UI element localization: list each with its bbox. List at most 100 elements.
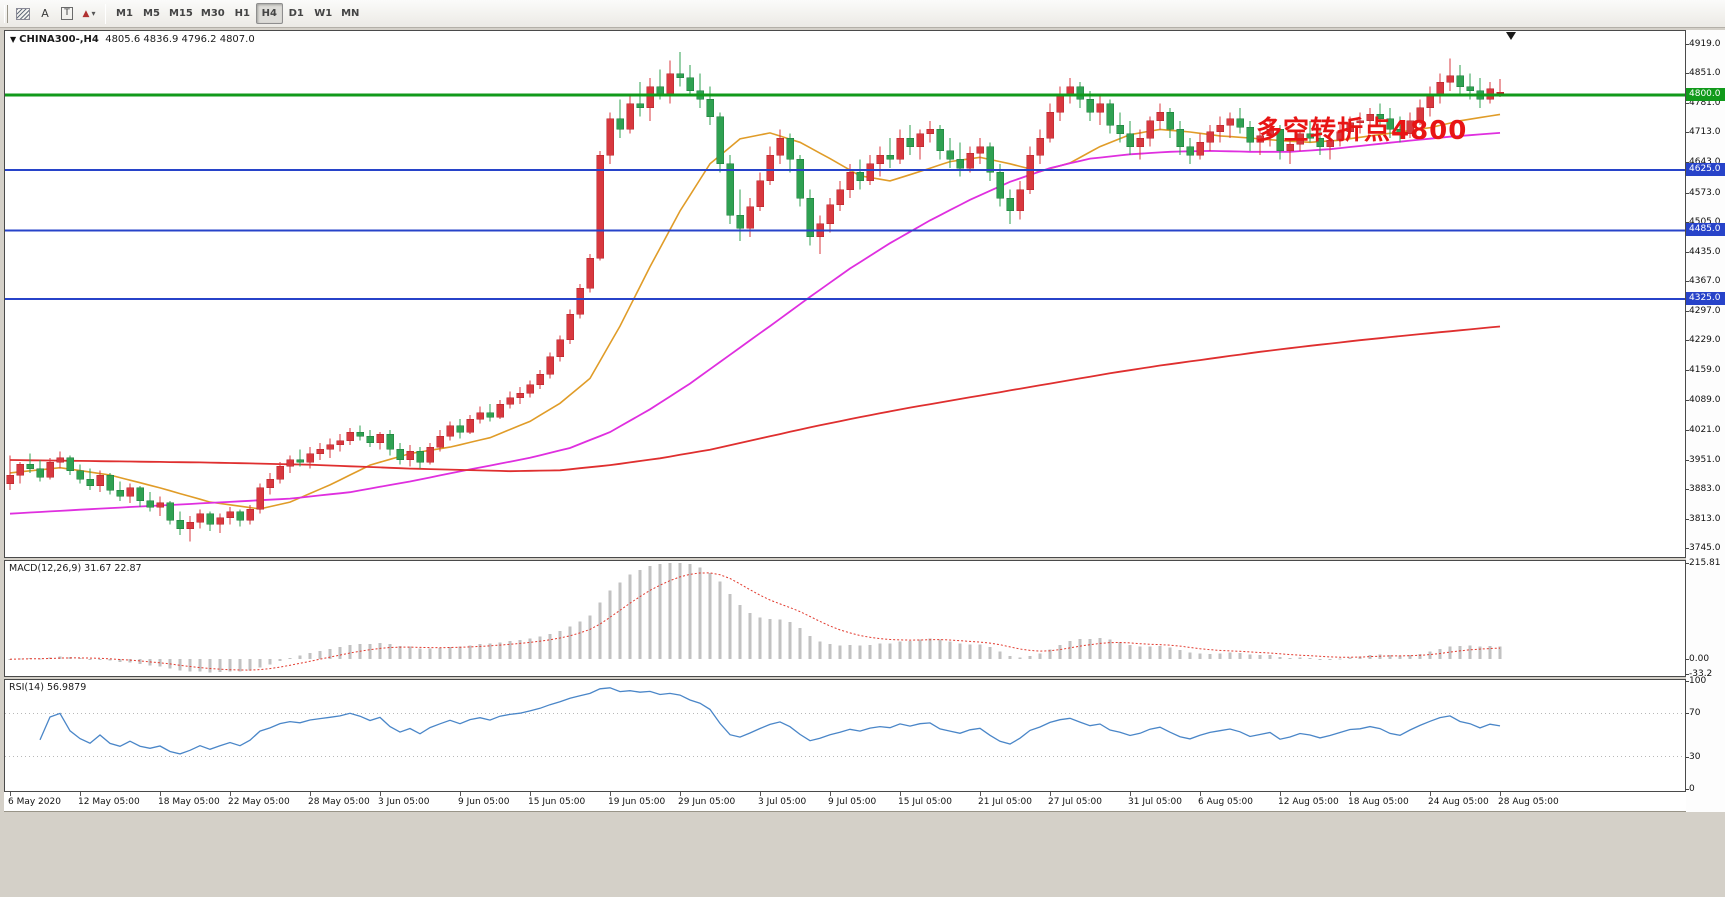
time-tick-mark [830, 792, 831, 796]
time-tick-label: 9 Jun 05:00 [458, 797, 510, 807]
macd-chart-canvas[interactable] [5, 561, 1685, 676]
scale-tick-mark [1686, 756, 1689, 758]
chevron-down-icon: ▾ [91, 9, 96, 18]
scale-tick-mark [1686, 674, 1689, 675]
time-tick-label: 19 Jun 05:00 [608, 797, 666, 807]
timeframe-button-m1[interactable]: M1 [116, 8, 133, 19]
scale-tick-mark [1686, 459, 1689, 461]
toolbar-separator [105, 3, 106, 24]
time-tick-label: 3 Jul 05:00 [758, 797, 807, 807]
chart-shift-marker[interactable] [1506, 32, 1516, 40]
text-label-t-button[interactable]: T [56, 3, 78, 24]
price-tick: 4159.0 [1689, 365, 1721, 376]
time-tick-label: 12 May 05:00 [78, 797, 140, 807]
timeframe-button-m15[interactable]: M15 [169, 8, 193, 19]
scale-tick-mark [1686, 400, 1689, 402]
ohlc-values: 4805.6 4836.9 4796.2 4807.0 [105, 34, 255, 45]
time-tick-label: 12 Aug 05:00 [1278, 797, 1339, 807]
rsi-panel [4, 679, 1686, 792]
time-tick-mark [80, 792, 81, 796]
scale-tick-mark [1686, 311, 1689, 313]
text-label-a-button[interactable]: A [34, 3, 56, 24]
scale-tick-mark [1686, 192, 1689, 194]
symbol-label: ▼ CHINA300-,H4 4805.6 4836.9 4796.2 4807.… [10, 34, 255, 45]
timeframe-button-h4[interactable]: H4 [255, 3, 283, 24]
time-tick-mark [680, 792, 681, 796]
price-tag-4325.0: 4325.0 [1686, 292, 1725, 305]
time-tick-mark [10, 792, 11, 796]
timeframe-button-m5[interactable]: M5 [143, 8, 160, 19]
time-axis[interactable]: 6 May 2020 12 May 05:00 18 May 05:00 22 May… [4, 792, 1686, 812]
scale-tick-mark [1686, 681, 1689, 682]
time-tick-label: 18 Aug 05:00 [1348, 797, 1409, 807]
rsi-tick: 30 [1689, 751, 1701, 762]
scale-tick-mark [1686, 221, 1689, 223]
ma-slow-line [9, 325, 1501, 473]
time-tick-mark [1500, 792, 1501, 796]
time-tick-mark [1050, 792, 1051, 796]
scale-tick-mark [1686, 713, 1689, 715]
rsi-line [39, 687, 1501, 755]
scale-tick-mark [1686, 518, 1689, 520]
timeframe-button-w1[interactable]: W1 [314, 8, 333, 19]
time-tick-mark [1280, 792, 1281, 796]
timeframe-buttons: M1 M5 M15 M30 H1 H4 D1 W1 MN [111, 3, 364, 24]
time-tick-mark [1130, 792, 1131, 796]
rsi-chart-canvas[interactable] [5, 680, 1685, 791]
text-label-t-glyph: T [61, 7, 73, 20]
time-tick-label: 15 Jun 05:00 [528, 797, 586, 807]
scale-tick-mark [1686, 789, 1689, 790]
rsi-tick: 70 [1689, 708, 1701, 719]
macd-panel [4, 560, 1686, 677]
toolbar: A T ▲ ▾ M1 M5 M15 M30 H1 H4 D1 W1 MN [0, 0, 1725, 28]
ma-fast-line [9, 113, 1501, 510]
price-tick: 4851.0 [1689, 68, 1721, 79]
price-tick: 3951.0 [1689, 454, 1721, 465]
scale-tick-mark [1686, 488, 1689, 490]
macd-signal-line [9, 572, 1501, 671]
time-tick-label: 9 Jul 05:00 [828, 797, 877, 807]
price-tick: 4367.0 [1689, 275, 1721, 286]
ma-mid-line [9, 132, 1501, 515]
timeframe-button-h1[interactable]: H1 [234, 8, 250, 19]
price-tag-4625.0: 4625.0 [1686, 163, 1725, 177]
scale-tick-mark [1686, 162, 1689, 164]
scale-tick-mark [1686, 132, 1689, 134]
time-tick-mark [310, 792, 311, 796]
time-tick-mark [1350, 792, 1351, 796]
time-tick-label: 28 Aug 05:00 [1498, 797, 1559, 807]
price-tick: 4229.0 [1689, 335, 1721, 346]
time-tick-label: 21 Jul 05:00 [978, 797, 1032, 807]
price-scale[interactable]: 4919.0 4851.0 4781.0 4713.0 4643.0 4573.0 4505… [1686, 30, 1725, 812]
time-tick-mark [1200, 792, 1201, 796]
toolbar-grip[interactable] [4, 4, 8, 23]
arrow-icon: ▲ [82, 8, 90, 19]
time-tick-label: 6 Aug 05:00 [1198, 797, 1253, 807]
timeframe-button-mn[interactable]: MN [341, 8, 360, 19]
price-tick: 4713.0 [1689, 127, 1721, 138]
arrow-objects-button[interactable]: ▲ ▾ [78, 3, 100, 24]
price-tick: 3883.0 [1689, 483, 1721, 494]
timeframe-button-m30[interactable]: M30 [200, 8, 225, 19]
timeframe-button-d1[interactable]: D1 [288, 8, 304, 19]
time-tick-mark [1430, 792, 1431, 796]
time-tick-mark [230, 792, 231, 796]
price-tag-4800.0: 4800.0 [1686, 88, 1725, 102]
time-tick-mark [610, 792, 611, 796]
time-tick-mark [760, 792, 761, 796]
scale-tick-mark [1686, 340, 1689, 342]
time-tick-mark [160, 792, 161, 796]
hatch-pattern-button[interactable] [12, 3, 34, 24]
time-tick-mark [900, 792, 901, 796]
symbol-dropdown-icon[interactable]: ▼ [10, 35, 17, 44]
price-tick: 4297.0 [1689, 306, 1721, 317]
time-tick-mark [460, 792, 461, 796]
time-tick-mark [980, 792, 981, 796]
macd-indicator-label: MACD(12,26,9) 31.67 22.87 [9, 563, 142, 574]
rsi-tick: 100 [1689, 676, 1707, 686]
rsi-indicator-label: RSI(14) 56.9879 [9, 682, 87, 693]
candlestick-chart-canvas[interactable] [5, 31, 1685, 557]
time-tick-mark [530, 792, 531, 796]
scale-tick-mark [1686, 251, 1689, 253]
scale-tick-mark [1686, 429, 1689, 431]
